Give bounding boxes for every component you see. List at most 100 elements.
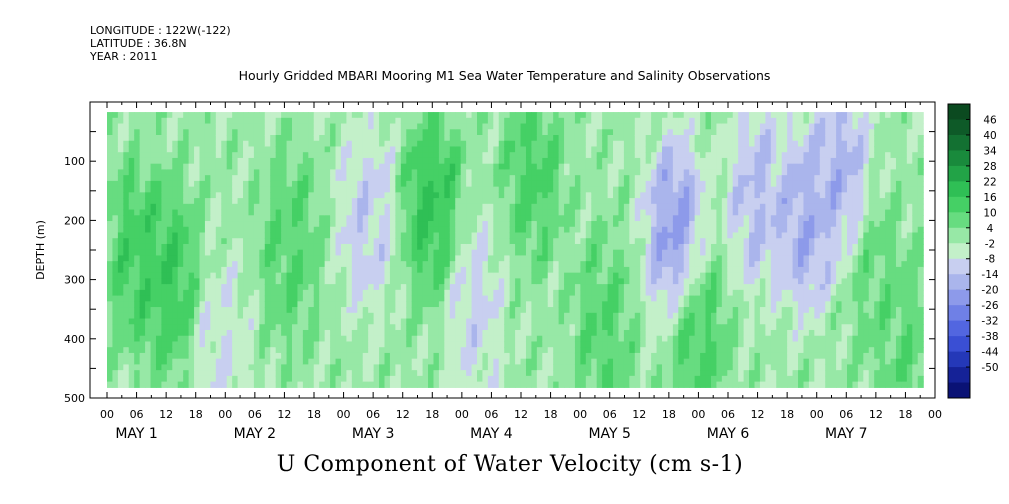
heatmap-cell [117,295,124,302]
heatmap-cell [504,249,511,257]
heatmap-cell [471,198,478,205]
heatmap-cell [406,238,413,245]
heatmap-cell [346,289,353,297]
heatmap-cell [117,261,124,268]
heatmap-cell [259,226,266,234]
heatmap-cell [270,140,277,148]
heatmap-cell [313,307,320,314]
heatmap-cell [580,358,587,365]
heatmap-cell [172,370,179,377]
heatmap-cell [411,335,418,343]
heatmap-cell [172,381,179,388]
heatmap-cell [172,123,179,130]
heatmap-cell [145,175,152,182]
heatmap-cell [134,175,141,182]
heatmap-cell [139,112,146,119]
heatmap-cell [368,249,375,257]
heatmap-cell [357,301,364,308]
heatmap-cell [395,249,402,257]
heatmap-cell [139,261,146,268]
heatmap-cell [400,180,407,188]
heatmap-cell [302,221,309,228]
heatmap-cell [384,312,391,320]
heatmap-cell [482,324,489,331]
heatmap-cell [618,123,625,130]
heatmap-cell [449,129,456,136]
heatmap-cell [564,146,571,153]
heatmap-cell [449,152,456,159]
heatmap-cell [417,192,424,199]
heatmap-cell [286,169,293,176]
heatmap-cell [139,169,146,176]
heatmap-cell [591,175,598,182]
heatmap-cell [640,335,647,343]
heatmap-cell [618,307,625,314]
heatmap-cell [281,329,288,337]
heatmap-cell [553,169,560,176]
heatmap-cell [308,198,315,205]
heatmap-cell [444,186,451,193]
heatmap-cell [569,226,576,234]
heatmap-cell [602,129,609,136]
heatmap-cells [107,112,924,388]
heatmap-cell [177,221,184,228]
heatmap-cell [406,261,413,268]
heatmap-cell [547,117,554,125]
heatmap-cell [498,301,505,308]
heatmap-cell [112,352,119,360]
heatmap-cell [428,266,435,274]
heatmap-cell [455,221,462,228]
heatmap-cell [248,117,255,125]
heatmap-cell [128,352,135,360]
heatmap-cell [417,335,424,343]
heatmap-cell [460,243,467,251]
heatmap-cell [455,192,462,199]
heatmap-cell [177,329,184,337]
heatmap-cell [139,175,146,182]
heatmap-cell [428,312,435,320]
heatmap-cell [618,180,625,188]
heatmap-cell [123,335,130,343]
heatmap-cell [259,358,266,365]
heatmap-cell [428,152,435,159]
heatmap-cell [520,129,527,136]
heatmap-cell [123,261,130,268]
heatmap-cell [346,266,353,274]
heatmap-cell [286,209,293,216]
heatmap-cell [286,289,293,297]
heatmap-cell [324,163,331,171]
heatmap-cell [629,255,636,262]
heatmap-cell [400,238,407,245]
heatmap-cell [640,352,647,360]
heatmap-cell [188,381,195,388]
heatmap-cell [444,146,451,153]
heatmap-cell [569,318,576,325]
heatmap-cell [243,238,250,245]
heatmap-cell [542,232,549,239]
heatmap-cell [553,186,560,193]
heatmap-cell [286,284,293,291]
heatmap-cell [629,347,636,354]
heatmap-cell [585,370,592,377]
heatmap-cell [585,243,592,251]
heatmap-cell [123,318,130,325]
heatmap-cell [134,329,141,337]
heatmap-cell [123,364,130,371]
heatmap-cell [286,163,293,171]
heatmap-cell [389,192,396,199]
heatmap-cell [308,215,315,222]
heatmap-cell [520,203,527,211]
heatmap-cell [210,329,217,337]
heatmap-cell [471,215,478,222]
heatmap-cell [602,135,609,142]
heatmap-cell [574,261,581,268]
heatmap-cell [368,135,375,142]
heatmap-cell [477,226,484,234]
heatmap-cell [428,364,435,371]
heatmap-cell [656,180,663,188]
heatmap-cell [640,117,647,125]
heatmap-cell [493,192,500,199]
heatmap-cell [346,112,353,119]
heatmap-cell [591,146,598,153]
heatmap-cell [558,261,565,268]
